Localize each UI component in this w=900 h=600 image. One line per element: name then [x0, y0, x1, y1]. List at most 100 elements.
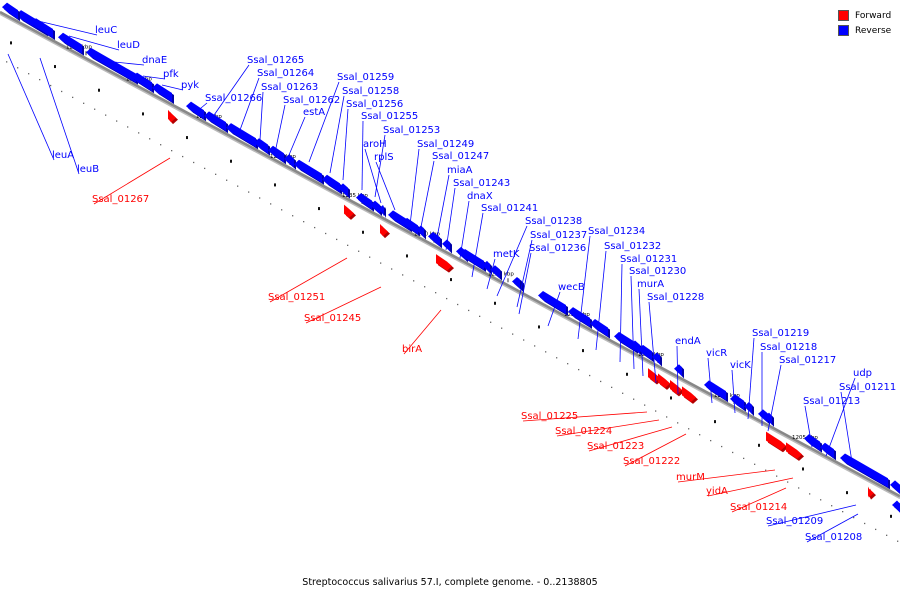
gene-leader-line	[39, 57, 80, 175]
gene-leader-line	[624, 433, 687, 467]
gene-leader-line	[459, 200, 470, 259]
gene-glyph-bira	[436, 254, 452, 271]
gene-glyph-dnae	[86, 47, 136, 83]
gene-glyph-pfk	[132, 72, 152, 92]
gene-leader-line	[518, 252, 532, 315]
gene-label: Ssal_01211	[839, 382, 896, 393]
gene-glyph-ssal-01231	[614, 331, 636, 352]
gene-label: endA	[675, 336, 701, 347]
gene-label: leuA	[52, 150, 74, 161]
gene-label: Ssal_01247	[432, 151, 489, 162]
gene-glyph-udp	[820, 442, 834, 459]
gene-leader-line	[707, 477, 794, 497]
gene-label: Ssal_01237	[530, 230, 587, 241]
gene-leader-line	[804, 405, 813, 448]
gene-leader-line	[194, 102, 208, 114]
gene-glyph-leua	[2, 2, 18, 20]
gene-label: birA	[402, 344, 422, 355]
gene-glyph-ssal-01222	[682, 386, 696, 402]
gene-glyph-ssal-01258	[322, 174, 340, 193]
gene-label: pyk	[181, 80, 199, 91]
gene-glyph-ssal-01223	[670, 379, 682, 395]
gene-leader-line	[305, 286, 382, 324]
gene-glyph-ssal-01263	[254, 138, 268, 154]
gene-glyph-ssal-01225	[648, 368, 660, 383]
gene-leader-line	[7, 53, 55, 161]
gene-label: Ssal_01251	[268, 292, 325, 303]
gene-label: Ssal_01217	[779, 355, 836, 366]
gene-leader-line	[516, 239, 533, 308]
gene-glyph-ssal-01245	[380, 223, 388, 237]
gene-label: aroH	[363, 139, 387, 150]
gene-leader-line	[445, 187, 456, 251]
gene-glyph-ssal-01236	[514, 278, 520, 290]
gene-label: Ssal_01263	[261, 82, 318, 93]
gene-leader-line	[68, 35, 120, 51]
gene-label: vicR	[706, 348, 727, 359]
gene-leader-line	[731, 487, 787, 513]
gene-label: pfk	[163, 69, 179, 80]
gene-leader-line	[630, 275, 635, 370]
gene-leader-line	[239, 77, 260, 131]
gene-label: Ssal_01253	[383, 125, 440, 136]
gene-glyph-ssal-01262	[268, 145, 284, 163]
gene-label: leuC	[95, 25, 117, 36]
gene-label: Ssal_01245	[304, 313, 361, 324]
gene-leader-line	[486, 258, 496, 290]
gene-leader-line	[308, 81, 340, 163]
gene-label: Ssal_01238	[525, 216, 582, 227]
gene-label: murM	[676, 472, 705, 483]
gene-label: udp	[853, 368, 872, 379]
gene-glyph-ssal-01209	[890, 480, 900, 494]
gene-label: Ssal_01228	[647, 292, 704, 303]
gene-label: Ssal_01223	[587, 441, 644, 452]
gene-label: Ssal_01219	[752, 328, 809, 339]
gene-leader-line	[547, 291, 561, 327]
gene-label: leuD	[117, 40, 140, 51]
gene-glyph-ssal-01266	[186, 101, 204, 120]
legend-label-reverse: Reverse	[855, 25, 892, 36]
gene-leader-line	[113, 61, 145, 66]
gene-glyph-leub	[31, 18, 53, 39]
gene-leader-line	[33, 19, 98, 36]
gene-glyph-ssal-01264	[226, 123, 256, 148]
gene-glyph-wecb	[538, 291, 566, 315]
gene-label: Ssal_01259	[337, 72, 394, 83]
gene-label: dnaX	[467, 191, 493, 202]
tick-label: 1230 kbp	[414, 231, 440, 237]
gene-glyph-ssal-01214	[868, 486, 874, 498]
gene-glyph-leud	[58, 32, 82, 54]
gene-leader-line	[677, 469, 776, 483]
tick-label: 1235 kbp	[342, 193, 368, 199]
gene-leader-line	[435, 174, 450, 244]
gene-leader-line	[731, 369, 736, 414]
gene-leader-line	[588, 426, 673, 452]
gene-leader-line	[419, 160, 435, 233]
gene-leader-line	[767, 504, 857, 527]
gene-glyph-aroh	[378, 204, 384, 217]
gene-leader-line	[648, 301, 657, 384]
gene-glyph-esta	[284, 154, 294, 168]
gene-label: Ssal_01231	[620, 254, 677, 265]
gene-leader-line	[619, 263, 623, 363]
gene-leader-line	[707, 357, 713, 404]
gene-leader-line	[747, 337, 755, 420]
gene-label: Ssal_01243	[453, 178, 510, 189]
gene-leader-line	[361, 120, 364, 191]
gene-glyph-ssal-01265	[204, 111, 226, 132]
genome-backbone	[0, 10, 900, 500]
gene-leader-line	[375, 161, 396, 211]
gene-label: Ssal_01230	[629, 266, 686, 277]
gene-label: Ssal_01262	[283, 95, 340, 106]
gene-leader-line	[269, 257, 348, 303]
gene-glyph-ssal-01253	[370, 200, 380, 214]
legend-swatch-reverse	[838, 25, 849, 36]
gene-glyph-ssal-01234	[568, 307, 590, 327]
gene-leader-line	[142, 75, 166, 80]
gene-glyph-enda	[674, 364, 682, 377]
gene-label: dnaE	[142, 55, 167, 66]
gene-leader-line	[211, 64, 250, 119]
gene-label: Ssal_01256	[346, 99, 403, 110]
